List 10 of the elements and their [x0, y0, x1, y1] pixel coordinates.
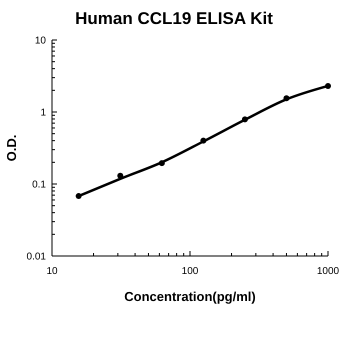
y-axis-title: O.D. [4, 134, 19, 162]
y-tick-label: 10 [34, 36, 46, 46]
x-tick-label: 10 [46, 266, 58, 277]
y-tick-label: 1 [40, 108, 46, 118]
x-tick-label: 1000 [316, 266, 340, 277]
y-tick-label: 0.01 [26, 252, 46, 262]
y-tick-label: 0.1 [32, 180, 46, 190]
x-axis-title: Concentration(pg/ml) [124, 289, 256, 304]
x-tick-label: 100 [182, 266, 199, 277]
chart-title: Human CCL19 ELISA Kit [75, 9, 274, 28]
